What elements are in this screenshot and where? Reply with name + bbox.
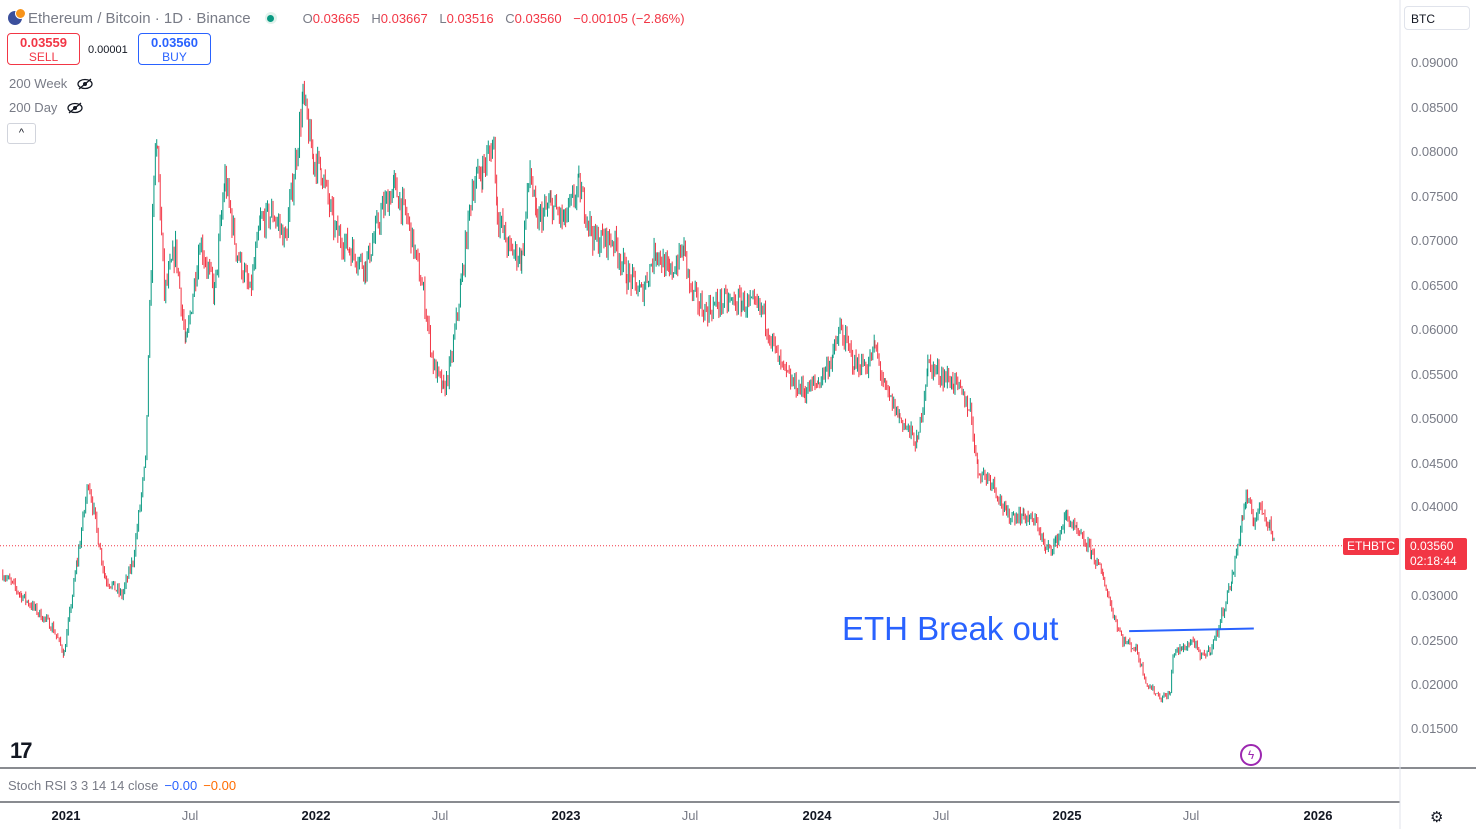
indicator-200-day[interactable]: 200 Day [9, 100, 84, 115]
time-tick: Jul [1182, 808, 1200, 823]
price-change: −0.00105 (−2.86%) [573, 10, 685, 26]
price-tick: 0.03000 [1411, 588, 1458, 603]
eth-btc-symbol-icon [8, 8, 26, 25]
time-tick: 2024 [802, 808, 832, 823]
breakout-trendline [1129, 627, 1254, 633]
time-tick: 2023 [551, 808, 581, 823]
bar-countdown: 02:18:44 [1410, 554, 1457, 568]
price-tick: 0.02500 [1411, 633, 1458, 648]
price-tick: 0.04000 [1411, 499, 1458, 514]
market-open-status-icon [264, 12, 277, 24]
price-tick: 0.08000 [1411, 144, 1458, 159]
time-tick: Jul [932, 808, 950, 823]
time-tick: 2022 [301, 808, 331, 823]
price-tick: 0.01500 [1411, 721, 1458, 736]
spread-value: 0.00001 [88, 44, 128, 56]
time-tick: 2021 [51, 808, 81, 823]
time-tick: Jul [431, 808, 449, 823]
price-tick: 0.06000 [1411, 322, 1458, 337]
buy-button[interactable]: 0.03560 BUY [138, 33, 211, 65]
tradingview-logo-icon[interactable]: 17 [10, 738, 33, 763]
price-tick: 0.05000 [1411, 411, 1458, 426]
eye-hidden-icon[interactable] [77, 78, 93, 90]
price-tick: 0.05500 [1411, 367, 1458, 382]
sell-button[interactable]: 0.03559 SELL [7, 33, 80, 65]
price-tick: 0.06500 [1411, 278, 1458, 293]
settings-gear-icon[interactable]: ⚙ [1430, 809, 1444, 826]
price-tick: 0.02000 [1411, 677, 1458, 692]
eye-hidden-icon[interactable] [67, 102, 84, 114]
currency-selector[interactable]: BTC [1404, 6, 1470, 30]
candles [2, 80, 1275, 703]
symbol-price-label: ETHBTC [1343, 538, 1399, 555]
time-tick: Jul [181, 808, 199, 823]
indicator-200-week[interactable]: 200 Week [9, 76, 93, 91]
price-tick: 0.04500 [1411, 456, 1458, 471]
flash-icon[interactable]: ϟ [1240, 744, 1262, 766]
chevron-up-icon: ^ [18, 127, 25, 139]
annotation-text[interactable]: ETH Break out [842, 610, 1059, 647]
time-tick: 2026 [1303, 808, 1333, 823]
price-tick: 0.07000 [1411, 233, 1458, 248]
time-tick: 2025 [1052, 808, 1082, 823]
symbol-title[interactable]: Ethereum / Bitcoin · 1D · Binance [28, 9, 251, 27]
last-price-label: 0.03560 02:18:44 [1405, 538, 1467, 570]
ohlc-values: O0.03665 H0.03667 L0.03516 C0.03560 −0.0… [302, 10, 685, 26]
price-tick: 0.09000 [1411, 55, 1458, 70]
symbol-legend[interactable]: Ethereum / Bitcoin · 1D · Binance O0.036… [8, 8, 685, 28]
stoch-rsi-legend[interactable]: Stoch RSI 3 3 14 14 close −0.00 −0.00 [8, 778, 237, 793]
collapse-legend-button[interactable]: ^ [7, 123, 36, 144]
time-tick: Jul [681, 808, 699, 823]
price-tick: 0.08500 [1411, 100, 1458, 115]
price-tick: 0.07500 [1411, 189, 1458, 204]
